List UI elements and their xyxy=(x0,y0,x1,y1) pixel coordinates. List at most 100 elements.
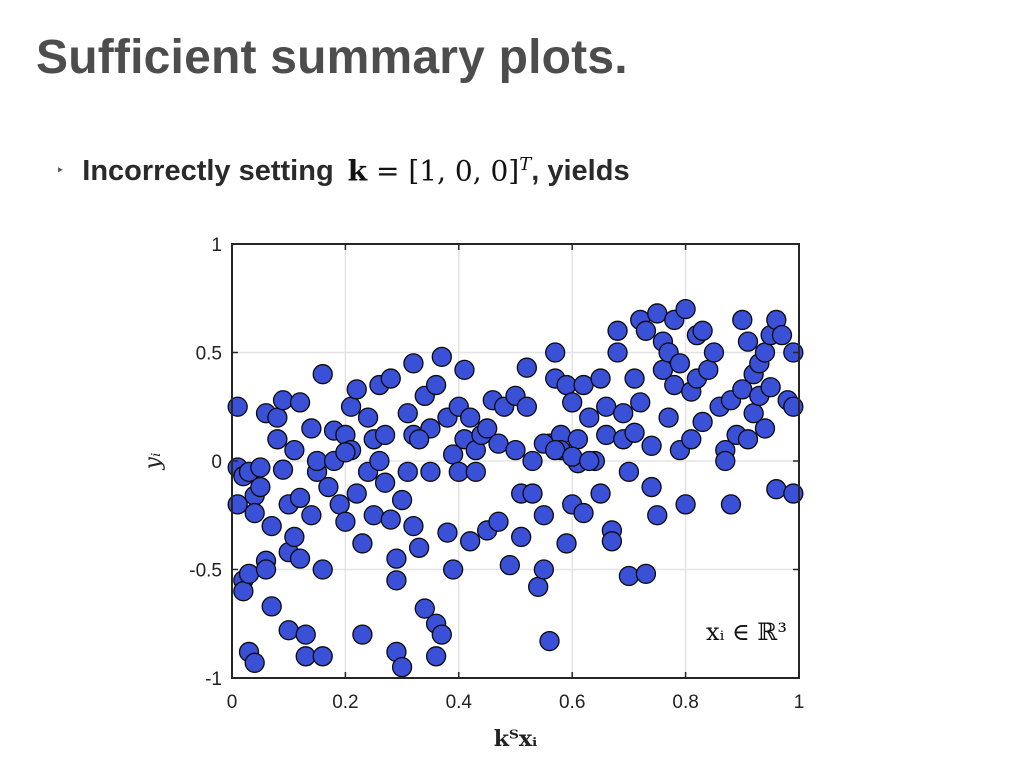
data-point xyxy=(681,429,702,450)
data-point xyxy=(403,515,424,537)
data-point xyxy=(352,624,373,645)
y-tick-label: -1 xyxy=(205,669,222,690)
data-point xyxy=(346,379,367,400)
data-point xyxy=(618,461,640,483)
data-point xyxy=(760,377,781,398)
data-point xyxy=(346,483,367,504)
data-point xyxy=(397,461,418,483)
data-point xyxy=(737,429,759,450)
data-point xyxy=(771,324,793,346)
data-point xyxy=(533,505,554,526)
data-point xyxy=(596,424,617,446)
data-point xyxy=(369,450,390,472)
data-point xyxy=(556,533,577,554)
math-k-symbol: k xyxy=(347,154,368,188)
data-point xyxy=(391,489,413,511)
data-point xyxy=(516,396,537,417)
data-point xyxy=(380,368,401,389)
data-points xyxy=(227,298,804,678)
data-point xyxy=(669,353,691,374)
data-point xyxy=(737,331,759,352)
data-point xyxy=(386,570,407,591)
data-point xyxy=(573,502,594,524)
data-point xyxy=(312,364,333,385)
data-point xyxy=(635,563,657,584)
data-point xyxy=(703,342,725,363)
data-point xyxy=(261,515,282,537)
data-point xyxy=(318,476,339,498)
data-point xyxy=(244,502,265,524)
data-point xyxy=(431,346,452,367)
data-point xyxy=(698,359,719,381)
data-point xyxy=(329,494,350,515)
data-point xyxy=(459,407,481,428)
data-point xyxy=(533,559,554,580)
x-tick-label: 1 xyxy=(794,692,805,713)
data-point xyxy=(267,429,288,450)
y-axis-label: yᵢ xyxy=(141,453,166,471)
data-point xyxy=(596,396,617,417)
data-point xyxy=(272,390,294,411)
data-point xyxy=(425,646,447,667)
data-point xyxy=(607,342,628,363)
math-transpose-superscript: T xyxy=(519,154,532,175)
data-point xyxy=(437,522,458,543)
data-point xyxy=(465,461,486,483)
data-point xyxy=(601,531,623,552)
data-point xyxy=(522,450,543,472)
data-point xyxy=(312,559,333,580)
bullet-item: ‣ Incorrectly setting k = [1, 0, 0]T , y… xyxy=(56,154,630,188)
data-point xyxy=(459,531,481,552)
data-point xyxy=(624,422,645,443)
data-point xyxy=(675,298,696,320)
x-tick-label: 0.8 xyxy=(672,692,698,713)
data-point xyxy=(267,407,288,428)
data-point xyxy=(647,303,668,324)
data-point xyxy=(754,342,776,363)
data-point xyxy=(641,476,662,498)
data-point xyxy=(692,320,713,341)
data-point xyxy=(618,565,640,587)
data-point xyxy=(233,581,254,602)
data-point xyxy=(414,598,435,619)
data-point xyxy=(579,450,600,472)
data-point xyxy=(357,407,379,428)
data-point xyxy=(386,548,407,569)
data-point xyxy=(567,429,589,450)
data-point xyxy=(289,392,311,413)
data-point xyxy=(516,357,537,378)
data-point xyxy=(255,559,277,580)
data-point xyxy=(295,646,316,667)
data-point xyxy=(272,459,294,480)
data-point xyxy=(607,320,628,341)
math-k-value: = [1, 0, 0] xyxy=(367,154,520,188)
x-tick-label: 0.6 xyxy=(559,692,585,713)
data-point xyxy=(397,403,418,424)
data-point xyxy=(573,374,594,396)
y-tick-label: 1 xyxy=(211,235,222,256)
data-point xyxy=(658,407,679,428)
data-point xyxy=(499,555,520,576)
data-point xyxy=(562,392,583,413)
data-point xyxy=(539,630,560,652)
data-point xyxy=(720,494,742,515)
data-point xyxy=(335,442,356,463)
data-point xyxy=(635,320,657,341)
data-point xyxy=(448,461,469,483)
bullet-suffix: , yields xyxy=(531,155,630,188)
y-tick-label: 0 xyxy=(211,452,222,473)
data-point xyxy=(613,403,634,424)
data-point xyxy=(754,418,776,439)
bullet-math-expression: k = [1, 0, 0]T xyxy=(348,154,532,187)
data-point xyxy=(630,392,651,413)
data-point xyxy=(284,526,305,548)
data-point xyxy=(556,374,577,396)
slide-title: Sufficient summary plots. xyxy=(36,31,628,84)
data-point xyxy=(442,559,464,580)
data-point xyxy=(641,435,662,456)
data-point xyxy=(306,450,328,472)
data-point xyxy=(340,396,362,417)
x-tick-label: 0.4 xyxy=(446,692,473,713)
data-point xyxy=(511,526,532,548)
